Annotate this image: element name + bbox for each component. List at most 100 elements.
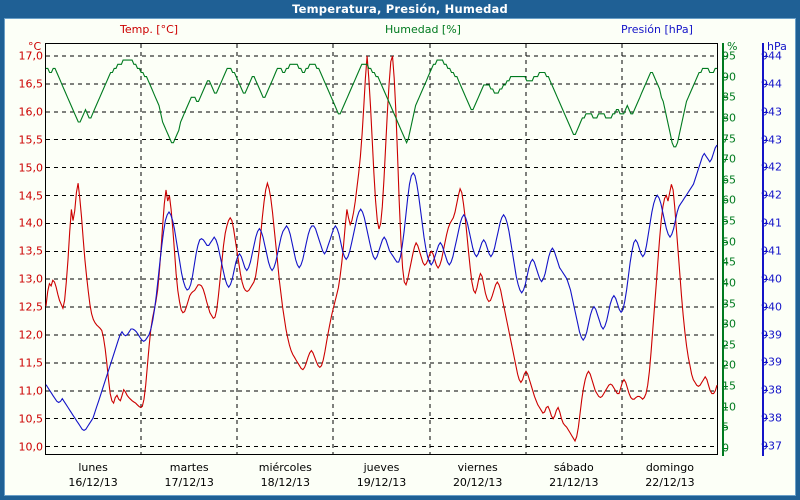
tick-humidity <box>724 427 728 429</box>
humidity-axis-line <box>722 43 724 456</box>
x-tick-day: miércoles <box>258 461 312 474</box>
y-tick-temperature: 17,0 <box>18 49 44 63</box>
chart-canvas <box>45 44 718 454</box>
y-tick-humidity: 80 <box>722 111 736 125</box>
axis-unit-hpa: hPa <box>767 40 787 53</box>
x-tick-day: lunes <box>78 461 108 474</box>
tick-pressure <box>764 139 768 141</box>
plot-frame <box>45 43 718 455</box>
legend-item-humidity: Humedad [%] <box>385 23 461 36</box>
x-tick-date: 16/12/13 <box>68 476 118 489</box>
y-tick-temperature: 14,0 <box>18 216 44 230</box>
x-tick-day: sábado <box>553 461 594 474</box>
x-tick-day: domingo <box>645 461 694 474</box>
y-tick-pressure: 944 <box>761 49 782 63</box>
tick-pressure <box>764 111 768 113</box>
y-tick-temperature: 16,5 <box>18 77 44 91</box>
y-tick-temperature: 16,0 <box>18 105 44 119</box>
tick-pressure <box>764 278 768 280</box>
y-tick-temperature: 12,0 <box>18 328 44 342</box>
y-tick-temperature: 10,5 <box>18 412 44 426</box>
x-tick-date: 17/12/13 <box>164 476 214 489</box>
tick-humidity <box>724 159 728 161</box>
y-tick-humidity: 95 <box>722 49 736 63</box>
tick-pressure <box>764 306 768 308</box>
y-tick-pressure: 943 <box>761 105 782 119</box>
x-tick-date: 18/12/13 <box>260 476 311 489</box>
y-tick-temperature: 12,5 <box>18 300 44 314</box>
tick-humidity <box>724 303 728 305</box>
axis-unit-percent: % <box>727 40 738 53</box>
y-tick-pressure: 941 <box>761 216 782 230</box>
y-tick-pressure: 942 <box>761 160 782 174</box>
y-tick-humidity: 15 <box>722 379 736 393</box>
y-tick-pressure: 938 <box>761 383 782 397</box>
y-tick-humidity: 70 <box>722 152 736 166</box>
y-tick-humidity: 40 <box>722 276 736 290</box>
x-tick-sábado: sábado 21/12/13 <box>549 460 598 490</box>
axis-unit-celsius: °C <box>28 40 42 53</box>
y-tick-humidity: 50 <box>722 235 736 249</box>
x-tick-lunes: lunes 16/12/13 <box>68 460 117 490</box>
x-tick-martes: martes 17/12/13 <box>165 460 214 490</box>
tick-pressure <box>764 56 768 57</box>
window-title: Temperatura, Presión, Humedad <box>292 2 508 16</box>
y-tick-temperature: 13,0 <box>18 272 44 286</box>
y-tick-temperature: 10,0 <box>18 440 44 454</box>
tick-humidity <box>724 221 728 223</box>
tick-humidity <box>724 200 728 202</box>
y-tick-humidity: 55 <box>722 214 736 228</box>
pressure-axis-line <box>762 43 764 456</box>
tick-humidity <box>724 386 728 388</box>
x-tick-date: 19/12/13 <box>356 476 407 489</box>
x-tick-day: viernes <box>457 461 498 474</box>
y-tick-humidity: 35 <box>722 297 736 311</box>
y-tick-pressure: 938 <box>761 411 782 425</box>
tick-pressure <box>764 251 768 252</box>
y-tick-pressure: 941 <box>761 244 782 258</box>
x-tick-day: jueves <box>363 461 400 474</box>
y-tick-pressure: 939 <box>761 328 782 342</box>
tick-pressure <box>764 167 768 169</box>
tick-pressure <box>764 446 768 447</box>
tick-pressure <box>764 195 768 197</box>
tick-humidity <box>724 365 728 367</box>
x-tick-date: 20/12/13 <box>452 476 503 489</box>
y-tick-temperature: 14,5 <box>18 189 44 202</box>
y-tick-temperature: 15,0 <box>18 161 44 175</box>
y-tick-temperature: 13,5 <box>18 244 44 258</box>
y-tick-humidity: 75 <box>722 132 736 146</box>
y-tick-humidity: 20 <box>722 358 736 372</box>
tick-pressure <box>764 390 768 392</box>
y-tick-pressure: 937 <box>761 439 782 453</box>
tick-humidity <box>724 324 728 326</box>
x-tick-miércoles: miércoles 18/12/13 <box>259 460 312 490</box>
tick-humidity <box>724 179 728 181</box>
x-tick-domingo: domingo 22/12/13 <box>645 460 694 490</box>
legend-item-temperature: Temp. [°C] <box>120 23 179 36</box>
x-tick-date: 21/12/13 <box>549 476 599 489</box>
tick-humidity <box>724 406 728 408</box>
x-tick-date: 22/12/13 <box>645 476 695 489</box>
y-tick-humidity: 60 <box>722 193 736 207</box>
tick-humidity <box>724 282 728 284</box>
y-tick-pressure: 939 <box>761 355 782 369</box>
tick-humidity <box>724 138 728 140</box>
y-tick-pressure: 940 <box>761 300 782 314</box>
y-tick-humidity: 45 <box>722 255 736 269</box>
y-tick-humidity: 25 <box>722 338 736 352</box>
tick-pressure <box>764 362 768 364</box>
x-tick-viernes: viernes 20/12/13 <box>453 460 502 490</box>
y-tick-temperature: 15,5 <box>18 133 44 147</box>
y-tick-humidity: 85 <box>722 90 736 104</box>
plot-area <box>45 43 718 455</box>
y-axis-humidity: 95908580757065605550454035302520151050 <box>722 43 754 455</box>
tick-humidity <box>724 56 728 57</box>
y-tick-temperature: 11,5 <box>18 356 44 370</box>
y-tick-pressure: 943 <box>761 133 782 147</box>
y-axis-pressure: 944 944 943 943 942 942 941 941 940 940 939 939 938 9… <box>761 43 800 455</box>
y-tick-humidity: 65 <box>722 173 736 187</box>
tick-humidity <box>724 241 728 243</box>
tick-pressure <box>764 334 768 336</box>
